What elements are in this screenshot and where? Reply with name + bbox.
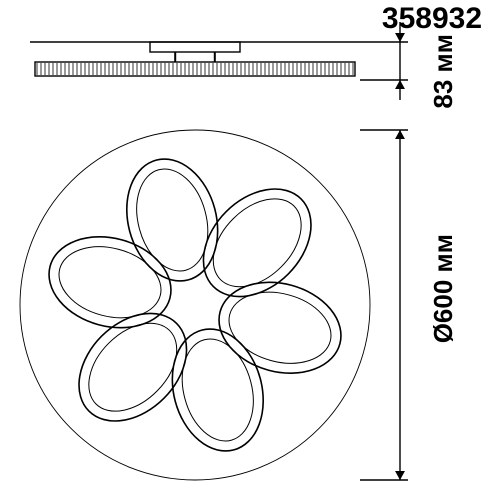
height-dimension-label: 83 мм: [428, 34, 459, 109]
product-code: 358932: [382, 2, 482, 36]
diameter-dimension-label: Ø600 мм: [428, 234, 459, 343]
diagram-root: { "product_code": "358932", "dimensions"…: [0, 0, 500, 500]
technical-drawing: [0, 0, 500, 500]
